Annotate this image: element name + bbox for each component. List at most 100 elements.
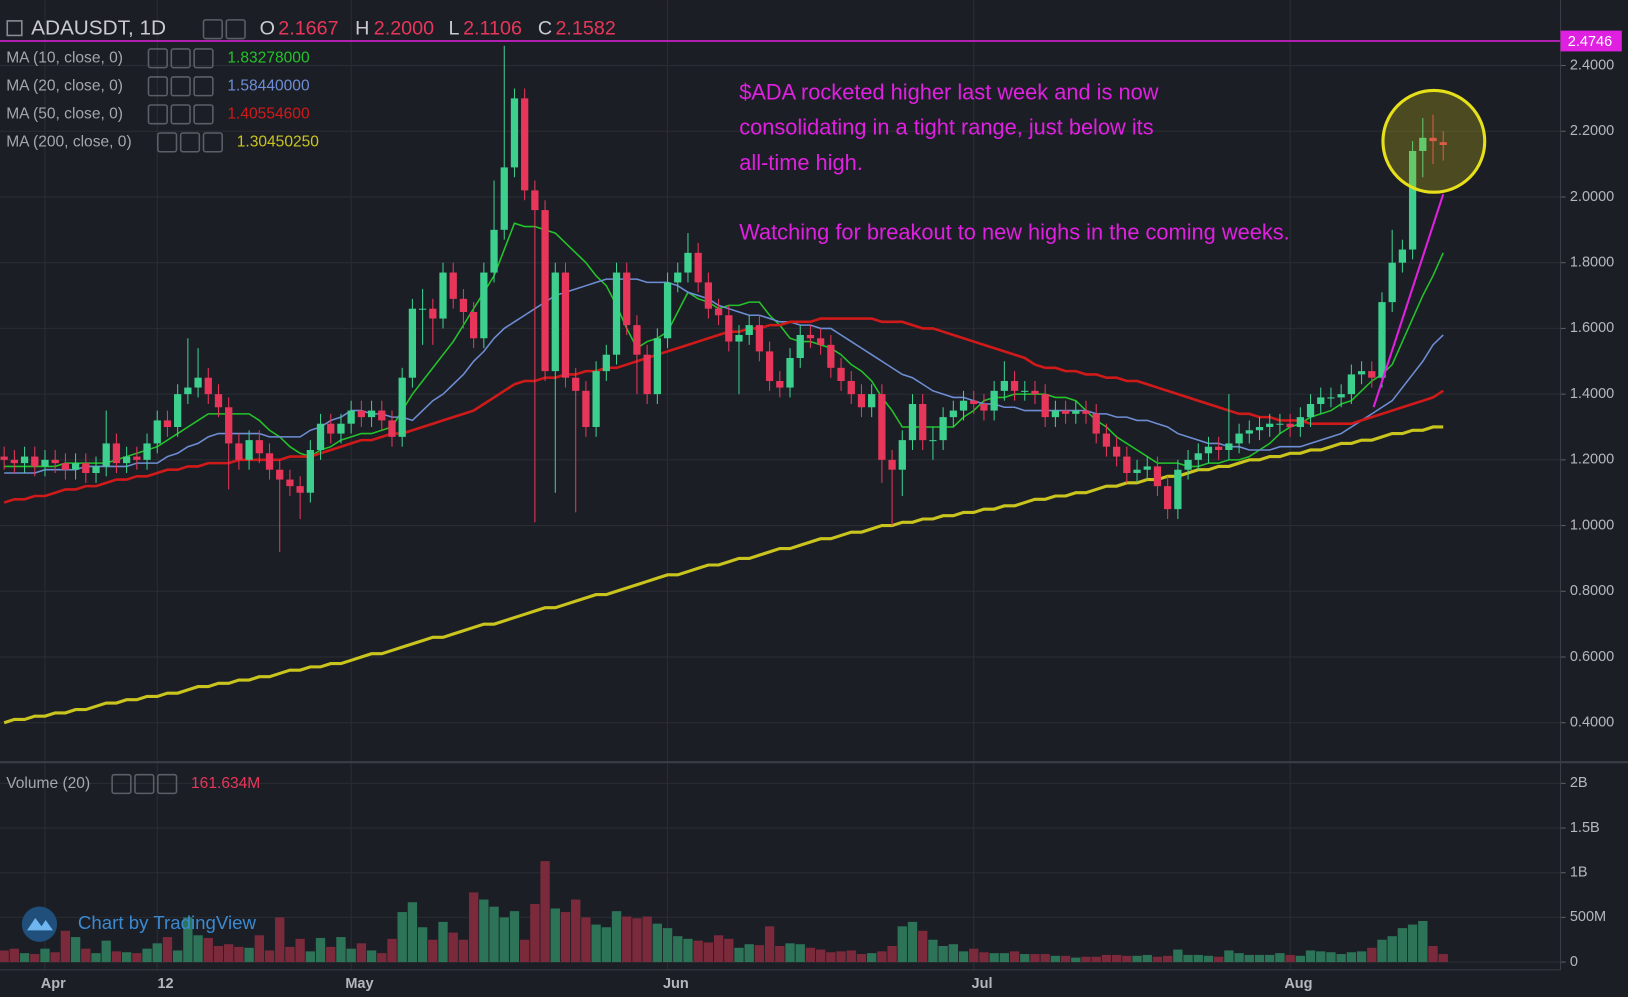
volume-bar	[254, 935, 264, 963]
candle-body	[1337, 394, 1345, 398]
legend-icon	[157, 132, 178, 153]
volume-bar	[724, 938, 734, 963]
volume-bar	[1346, 952, 1357, 963]
candle-body	[1112, 446, 1121, 457]
volume-bar	[203, 937, 213, 963]
candle-body	[817, 338, 825, 345]
y-tick-label: 0.6000	[1570, 649, 1614, 665]
candle-body	[684, 252, 692, 273]
volume-bar	[285, 946, 295, 963]
volume-bar	[387, 938, 397, 963]
marks-layer	[0, 40, 1561, 963]
candle-body	[0, 456, 8, 460]
volume-bar	[1050, 955, 1061, 963]
candle-body	[1153, 466, 1162, 487]
candle-body	[1102, 433, 1111, 447]
volume-bar	[601, 927, 611, 963]
volume-bar	[805, 947, 816, 963]
candle-body	[868, 394, 876, 408]
volume-bar	[581, 917, 591, 963]
y-tick-label: 2B	[1570, 775, 1588, 791]
candle-body	[531, 190, 539, 211]
candle-body	[1408, 150, 1417, 250]
candle-body	[439, 272, 447, 319]
volume-bar	[1132, 955, 1142, 963]
volume-bar	[509, 911, 520, 963]
y-tick-label: 0.8000	[1570, 583, 1614, 599]
volume-bar	[397, 912, 407, 963]
volume-bar	[1183, 954, 1193, 963]
candle-body	[959, 400, 968, 411]
legend-icon	[170, 104, 191, 125]
legend-value: 1.30450250	[237, 133, 320, 150]
candle-body	[837, 367, 845, 381]
volume-bar	[1428, 945, 1438, 963]
moving-average-line	[4, 278, 1444, 474]
candle-body	[561, 272, 570, 378]
candle-body	[459, 298, 468, 312]
volume-bar	[1009, 951, 1020, 963]
candle-body	[1388, 262, 1396, 303]
y-tick-label: 0.4000	[1570, 715, 1614, 731]
volume-bar	[795, 944, 805, 963]
volume-bar	[1214, 956, 1224, 963]
volume-bar	[611, 911, 622, 963]
watermark: Chart by TradingView	[21, 906, 257, 942]
candle-body	[429, 308, 437, 319]
volume-bar	[315, 937, 326, 963]
volume-bar	[448, 932, 458, 963]
ohlc-value: 2.1106	[463, 17, 522, 39]
candle-body	[704, 282, 713, 309]
volume-bar	[775, 945, 785, 963]
volume-bar	[1275, 953, 1285, 963]
candle-body	[143, 443, 151, 460]
candle-body	[1194, 453, 1202, 460]
candle-body	[633, 325, 641, 355]
candle-body	[878, 394, 886, 460]
volume-bar	[489, 906, 499, 963]
candle-body	[1061, 410, 1070, 414]
candle-body	[112, 443, 121, 464]
volume-bar	[336, 937, 346, 963]
volume-bar	[856, 954, 867, 963]
volume-bar	[540, 861, 550, 963]
candle-body	[1225, 443, 1233, 450]
candle-body	[316, 423, 325, 450]
candle-body	[919, 403, 927, 441]
legend-icon	[193, 76, 214, 97]
candle-body	[521, 98, 529, 191]
candle-body	[163, 420, 172, 427]
volume-bar	[295, 938, 305, 963]
volume-bar	[764, 926, 775, 963]
volume-bar	[673, 936, 683, 963]
volume-bar	[1224, 950, 1234, 963]
volume-bar	[877, 951, 887, 963]
candle-body	[194, 377, 202, 388]
volume-bar	[1285, 954, 1295, 963]
volume-bar	[652, 923, 663, 963]
candle-body	[582, 390, 590, 427]
volume-bar	[662, 928, 673, 963]
volume-bar	[1387, 936, 1397, 963]
legend-icon	[193, 104, 214, 125]
volume-bar	[19, 953, 30, 963]
volume-bar	[499, 917, 509, 963]
volume-bar	[1101, 954, 1112, 963]
volume-bar	[162, 937, 173, 963]
candle-body	[806, 334, 815, 339]
candle-body	[755, 325, 764, 352]
volume-bar	[958, 951, 969, 963]
volume-bar	[193, 935, 203, 963]
candle-body	[122, 456, 131, 464]
volume-bar	[377, 953, 387, 963]
candle-body	[1378, 302, 1386, 378]
candle-body	[796, 334, 804, 358]
last-price-badge	[1560, 30, 1622, 52]
volume-bar	[693, 940, 703, 963]
volume-bar	[152, 943, 162, 963]
annotation-text: all-time high.	[739, 150, 863, 175]
y-tick-label: 1.0000	[1570, 517, 1614, 533]
candle-body	[592, 371, 600, 427]
candle-body	[225, 407, 233, 444]
x-tick-label: Jun	[663, 976, 689, 992]
